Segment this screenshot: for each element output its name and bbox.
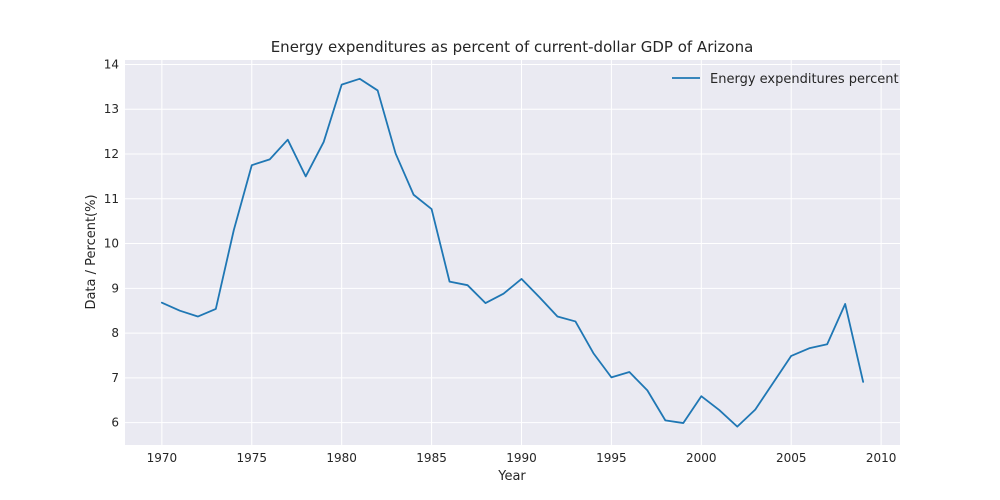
legend-label: Energy expenditures percent <box>710 72 899 87</box>
plot-area <box>125 60 900 445</box>
x-axis-label: Year <box>497 469 526 484</box>
x-tick-label: 1980 <box>326 451 357 465</box>
grid <box>125 60 900 445</box>
x-tick-label: 1990 <box>506 451 537 465</box>
y-axis-ticks: 6 7 8 9 10 11 12 13 14 <box>104 57 119 429</box>
y-tick-label: 14 <box>104 57 119 71</box>
y-tick-label: 12 <box>104 147 119 161</box>
y-tick-label: 8 <box>111 326 119 340</box>
y-axis-label: Data / Percent(%) <box>84 194 99 309</box>
y-tick-label: 13 <box>104 102 119 116</box>
x-axis-ticks: 1970 1975 1980 1985 1990 1995 2000 2005 2010 <box>147 451 897 465</box>
y-tick-label: 11 <box>104 192 119 206</box>
x-tick-label: 1985 <box>416 451 447 465</box>
x-tick-label: 1970 <box>147 451 178 465</box>
x-tick-label: 2005 <box>776 451 807 465</box>
x-tick-label: 2000 <box>686 451 717 465</box>
chart-title: Energy expenditures as percent of curren… <box>271 38 754 56</box>
y-tick-label: 6 <box>111 416 119 430</box>
x-tick-label: 1975 <box>236 451 267 465</box>
x-tick-label: 1995 <box>596 451 627 465</box>
y-tick-label: 7 <box>111 371 119 385</box>
x-tick-label: 2010 <box>866 451 897 465</box>
y-tick-label: 9 <box>111 281 119 295</box>
y-tick-label: 10 <box>104 237 119 251</box>
legend: Energy expenditures percent <box>672 72 899 87</box>
series-line-energy-expenditures <box>160 77 865 428</box>
